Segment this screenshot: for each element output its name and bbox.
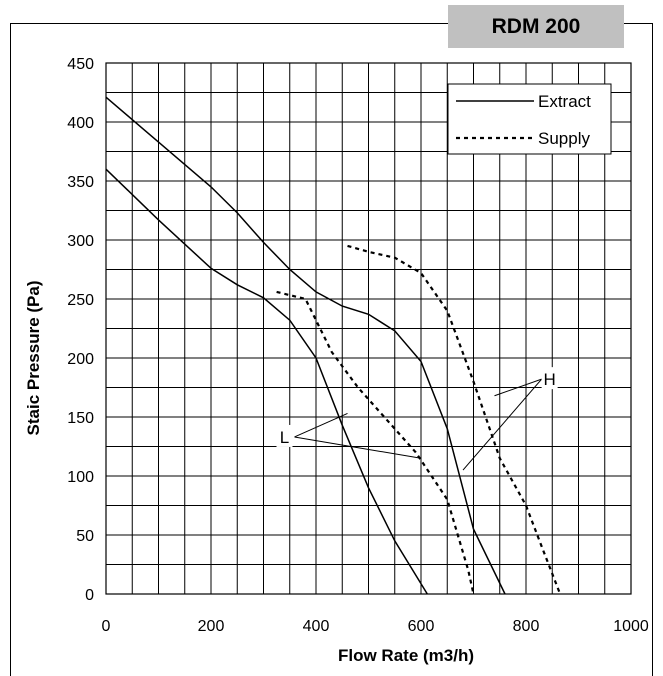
y-tick-label: 150 (67, 410, 94, 427)
y-tick-label: 300 (67, 233, 94, 250)
model-badge: RDM 200 (448, 5, 624, 48)
annotation-label-h: H (543, 370, 555, 389)
annotation-leader-h (494, 378, 542, 397)
legend-label-extract: Extract (538, 92, 591, 111)
legend: Extract Supply (447, 83, 612, 155)
x-axis-title: Flow Rate (m3/h) (338, 646, 474, 665)
annotation-leader-l (294, 436, 422, 459)
y-tick-label: 350 (67, 174, 94, 191)
series-lines (105, 96, 562, 595)
series-line-extract-l (105, 168, 428, 595)
annotation-label-bg (541, 367, 558, 390)
plot-area-border (105, 62, 632, 595)
y-tick-label: 0 (85, 587, 94, 604)
x-tick-label: 600 (408, 618, 435, 635)
y-tick-label: 200 (67, 351, 94, 368)
annotation-leader-h (462, 378, 543, 471)
x-tick-labels: 0 200 400 600 800 1000 (102, 618, 649, 635)
y-tick-label: 100 (67, 469, 94, 486)
y-tick-label: 50 (76, 528, 94, 545)
x-tick-label: 200 (198, 618, 225, 635)
x-tick-label: 400 (303, 618, 330, 635)
x-tick-label: 800 (513, 618, 540, 635)
y-tick-label: 450 (67, 56, 94, 73)
y-tick-labels: 0 50 100 150 200 250 300 350 400 450 (67, 56, 94, 604)
x-tick-label: 0 (102, 618, 111, 635)
x-tick-label: 1000 (613, 618, 649, 635)
y-axis-title: Staic Pressure (Pa) (24, 281, 43, 436)
legend-label-supply: Supply (538, 129, 590, 148)
annotation-leader-l (294, 413, 348, 438)
legend-box (447, 83, 612, 155)
series-line-supply-h (347, 244, 562, 595)
series-line-supply-l (276, 290, 475, 595)
grid-lines (105, 62, 632, 595)
series-line-extract-h (105, 96, 506, 595)
annotation-label-bg (276, 424, 293, 447)
y-tick-label: 400 (67, 115, 94, 132)
annotation-label-l: L (280, 428, 289, 447)
y-tick-label: 250 (67, 292, 94, 309)
annotations: HL (276, 367, 558, 471)
